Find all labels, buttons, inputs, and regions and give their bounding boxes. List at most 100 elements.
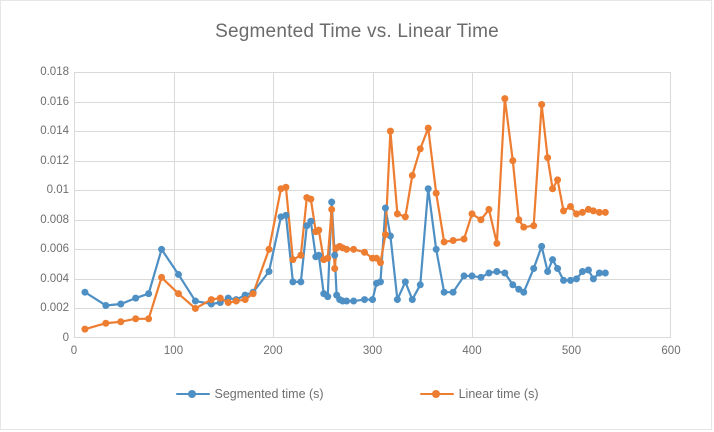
data-point[interactable] [328, 198, 336, 206]
data-point[interactable] [485, 269, 493, 277]
data-point[interactable] [232, 297, 240, 305]
data-point[interactable] [265, 245, 273, 253]
data-point[interactable] [589, 207, 597, 215]
data-point[interactable] [544, 154, 552, 162]
data-point[interactable] [538, 101, 546, 109]
data-point[interactable] [401, 278, 409, 286]
data-point[interactable] [530, 222, 538, 230]
data-point[interactable] [282, 183, 290, 191]
data-point[interactable] [432, 189, 440, 197]
data-point[interactable] [331, 265, 339, 273]
data-point[interactable] [350, 245, 358, 253]
data-point[interactable] [416, 281, 424, 289]
data-point[interactable] [584, 266, 592, 274]
data-point[interactable] [376, 259, 384, 267]
data-point[interactable] [102, 301, 110, 309]
data-point[interactable] [560, 276, 568, 284]
data-point[interactable] [350, 297, 358, 305]
data-point[interactable] [567, 276, 574, 284]
data-point[interactable] [381, 231, 389, 239]
data-point[interactable] [477, 273, 485, 281]
data-point[interactable] [601, 208, 609, 216]
data-point[interactable] [424, 185, 432, 193]
data-point[interactable] [485, 205, 493, 213]
data-point[interactable] [424, 124, 432, 132]
data-point[interactable] [297, 251, 305, 259]
data-point[interactable] [393, 210, 401, 218]
data-point[interactable] [401, 213, 409, 221]
data-point[interactable] [449, 236, 457, 244]
data-point[interactable] [549, 185, 557, 193]
data-point[interactable] [595, 269, 603, 277]
data-point[interactable] [554, 176, 562, 184]
data-point[interactable] [477, 216, 485, 224]
data-point[interactable] [361, 296, 369, 304]
data-point[interactable] [515, 216, 523, 224]
data-point[interactable] [520, 288, 528, 296]
data-point[interactable] [578, 268, 586, 275]
data-point[interactable] [145, 315, 153, 323]
data-point[interactable] [554, 265, 562, 273]
data-point[interactable] [416, 145, 424, 153]
data-point[interactable] [460, 235, 468, 243]
data-point[interactable] [331, 251, 339, 259]
data-point[interactable] [538, 242, 546, 250]
data-point[interactable] [145, 290, 153, 298]
data-point[interactable] [440, 288, 448, 296]
data-point[interactable] [324, 254, 332, 262]
data-point[interactable] [81, 288, 89, 296]
data-point[interactable] [361, 248, 369, 256]
data-point[interactable] [468, 272, 476, 280]
data-point[interactable] [393, 296, 401, 304]
data-point[interactable] [520, 223, 528, 231]
data-point[interactable] [589, 275, 597, 283]
data-point[interactable] [224, 299, 232, 307]
data-point[interactable] [509, 281, 517, 289]
data-point[interactable] [376, 278, 384, 286]
data-point[interactable] [174, 270, 182, 278]
data-point[interactable] [460, 272, 468, 280]
data-point[interactable] [501, 269, 509, 277]
data-point[interactable] [117, 300, 125, 308]
data-point[interactable] [544, 268, 552, 275]
data-point[interactable] [158, 245, 166, 253]
data-point[interactable] [572, 275, 580, 283]
data-point[interactable] [132, 294, 140, 302]
data-point[interactable] [572, 210, 580, 218]
data-point[interactable] [191, 297, 199, 305]
data-point[interactable] [265, 268, 273, 275]
data-point[interactable] [509, 157, 517, 165]
data-point[interactable] [297, 278, 305, 286]
data-point[interactable] [289, 256, 297, 264]
data-point[interactable] [132, 315, 140, 323]
data-point[interactable] [530, 265, 538, 273]
data-point[interactable] [601, 269, 609, 277]
data-point[interactable] [328, 205, 336, 213]
data-point[interactable] [307, 217, 315, 225]
data-point[interactable] [560, 207, 568, 215]
data-point[interactable] [595, 208, 603, 216]
data-point[interactable] [549, 256, 557, 264]
data-point[interactable] [567, 202, 574, 210]
data-point[interactable] [216, 294, 224, 302]
data-point[interactable] [432, 245, 440, 253]
data-point[interactable] [343, 297, 351, 305]
data-point[interactable] [307, 195, 315, 203]
data-point[interactable] [501, 95, 509, 103]
data-point[interactable] [408, 296, 416, 304]
data-point[interactable] [249, 290, 257, 298]
data-point[interactable] [493, 239, 501, 247]
data-point[interactable] [289, 278, 297, 286]
legend-item-segmented-time[interactable]: Segmented time (s) [175, 387, 324, 401]
data-point[interactable] [158, 273, 166, 281]
data-point[interactable] [343, 245, 351, 253]
data-point[interactable] [81, 325, 89, 333]
legend-item-linear-time[interactable]: Linear time (s) [419, 387, 538, 401]
data-point[interactable] [440, 238, 448, 246]
data-point[interactable] [117, 318, 125, 326]
data-point[interactable] [449, 288, 457, 296]
data-point[interactable] [315, 251, 323, 259]
data-point[interactable] [207, 296, 215, 304]
data-point[interactable] [381, 204, 389, 212]
data-point[interactable] [493, 268, 501, 275]
